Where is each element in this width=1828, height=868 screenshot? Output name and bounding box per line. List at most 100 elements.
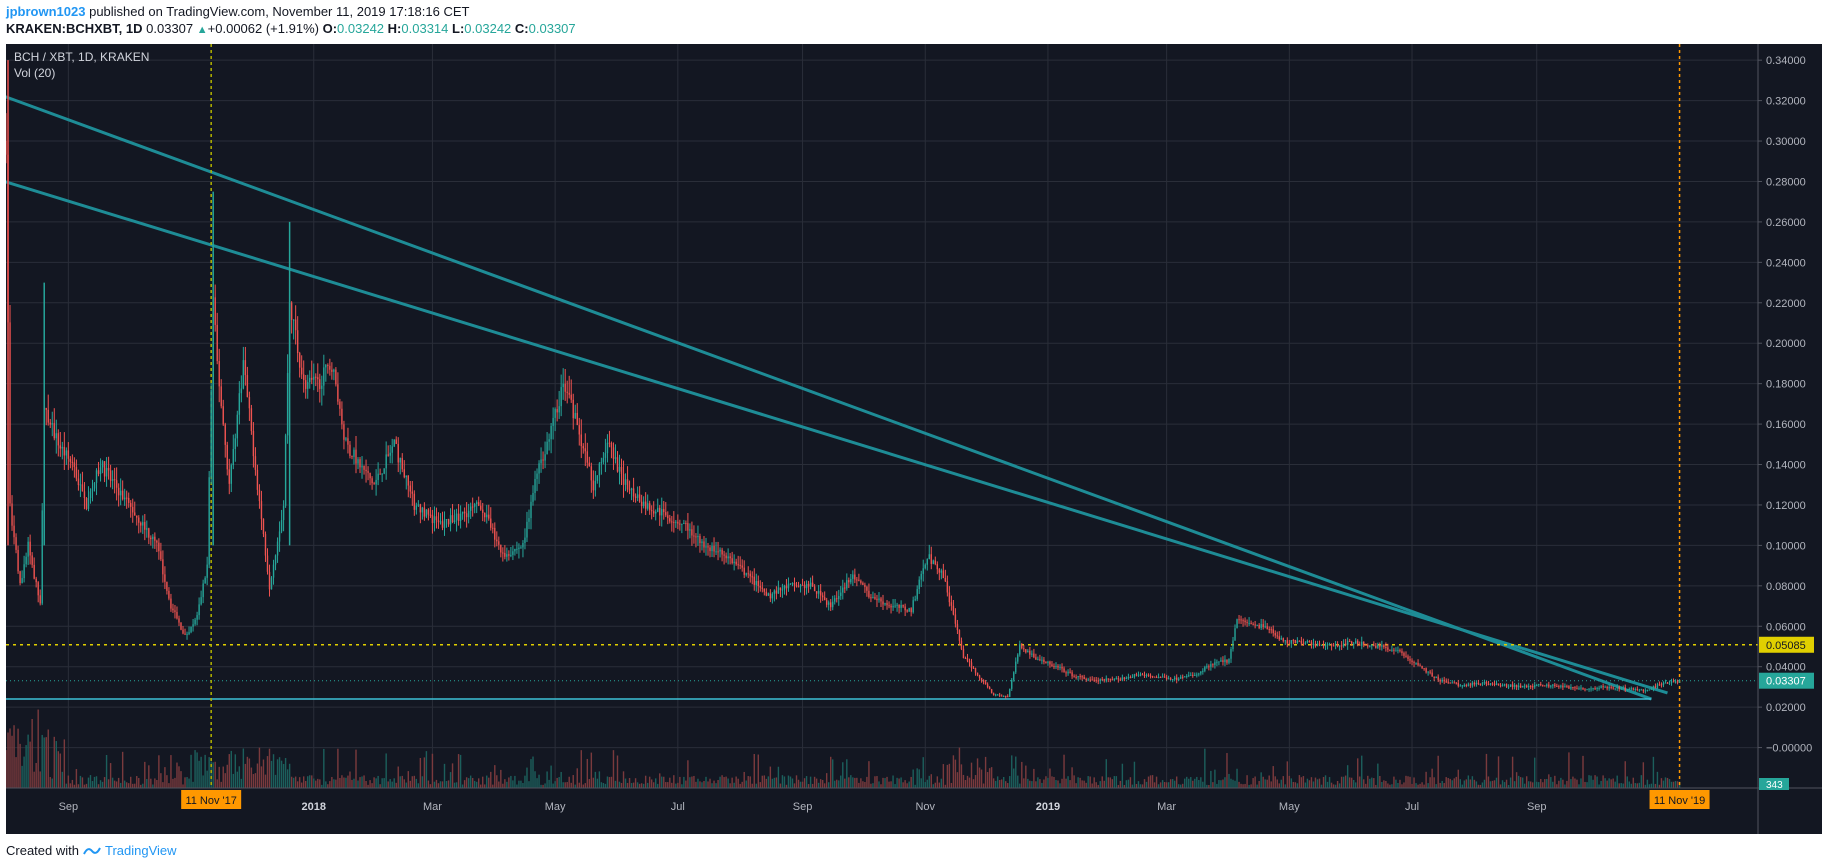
candle-body xyxy=(1129,677,1132,679)
candle-body xyxy=(1640,689,1643,691)
candle-body xyxy=(496,539,498,542)
volume-bar xyxy=(1238,781,1240,788)
candle-body xyxy=(1602,686,1604,688)
candle-body xyxy=(1077,676,1079,678)
volume-bar xyxy=(15,757,17,788)
candle-body xyxy=(262,518,265,535)
candle-body xyxy=(127,497,130,503)
candle-body xyxy=(1123,677,1126,679)
candle-body xyxy=(387,454,389,456)
price-tick-label: 0.26000 xyxy=(1766,217,1806,229)
volume-bar xyxy=(437,783,440,788)
volume-bar xyxy=(97,784,100,788)
tradingview-link[interactable]: TradingView xyxy=(104,843,177,858)
candle-body xyxy=(1475,682,1478,685)
candle-body xyxy=(1628,688,1630,690)
candle-body xyxy=(538,463,540,474)
volume-bar xyxy=(1447,778,1449,788)
candle-body xyxy=(1646,690,1649,692)
volume-bar xyxy=(1336,780,1339,788)
candle-body xyxy=(598,463,601,476)
candle-body xyxy=(125,497,128,499)
volume-bar xyxy=(391,781,393,788)
time-axis[interactable]: Sep 2018 Mar May Jul Sep Nov 2019 Mar May Jul Sep11… xyxy=(59,790,1710,813)
candle-body xyxy=(238,393,241,415)
volume-bar xyxy=(1254,776,1256,788)
volume-bar xyxy=(311,775,313,788)
volume-bar xyxy=(186,777,188,788)
volume-bar xyxy=(1087,776,1089,788)
candle-body xyxy=(540,459,542,464)
candle-body xyxy=(389,452,391,456)
volume-bar xyxy=(594,771,597,788)
candle-body xyxy=(431,514,434,524)
candle-body xyxy=(246,375,249,398)
volume-bar xyxy=(1542,782,1544,788)
volume-bar xyxy=(1572,776,1574,788)
price-chart[interactable]: −0.000000.020000.040000.060000.080000.10… xyxy=(0,44,1822,834)
candle-body xyxy=(1385,647,1387,649)
volume-bar xyxy=(793,783,796,788)
volume-bar xyxy=(912,769,914,788)
candle-body xyxy=(469,506,472,511)
time-tick-label: Jul xyxy=(1405,801,1419,813)
price-tick-label: 0.08000 xyxy=(1766,581,1806,593)
candle-body xyxy=(27,541,29,557)
candle-body xyxy=(409,485,412,492)
candle-body xyxy=(1119,679,1122,681)
candle-body xyxy=(1632,688,1634,690)
candle-body xyxy=(1556,686,1558,688)
volume-bar xyxy=(1505,779,1508,788)
candle-body xyxy=(73,462,76,468)
author-link[interactable]: jpbrown1023 xyxy=(6,4,86,19)
price-axis[interactable]: −0.000000.020000.040000.060000.080000.10… xyxy=(1758,55,1814,791)
publish-info: published on TradingView.com, November 1… xyxy=(89,4,470,19)
candle-body xyxy=(606,442,609,454)
volume-bar xyxy=(787,775,790,788)
candle-body xyxy=(630,488,633,491)
volume-bar xyxy=(574,784,576,788)
volume-bar xyxy=(562,782,564,788)
price-tick-label: 0.22000 xyxy=(1766,298,1806,310)
candle-body xyxy=(717,551,719,553)
candle-body xyxy=(830,602,832,608)
volume-bar xyxy=(292,777,295,788)
candle-body xyxy=(148,528,150,538)
volume-bar xyxy=(59,753,62,788)
candle-body xyxy=(119,490,122,496)
candle-body xyxy=(276,541,279,556)
volume-bar xyxy=(1175,776,1178,788)
candle-body xyxy=(204,577,206,584)
volume-bar xyxy=(266,756,269,788)
volume-bar xyxy=(1614,781,1616,788)
volume-bar xyxy=(339,777,341,788)
candle-body xyxy=(1147,674,1150,676)
volume-bar xyxy=(703,780,705,788)
candle-body xyxy=(379,473,381,475)
candle-body xyxy=(1630,688,1632,690)
chart-area[interactable]: −0.00000 0.02000 0.04000 0.06000 0.08000 0.10… xyxy=(0,44,1822,834)
candle-body xyxy=(1576,688,1578,690)
volume-bar xyxy=(807,784,810,788)
volume-bar xyxy=(484,784,486,788)
volume-bar xyxy=(846,759,848,788)
volume-bar xyxy=(278,757,281,788)
candle-body xyxy=(417,504,420,506)
volume-bar xyxy=(1461,784,1464,788)
volume-bar xyxy=(922,757,924,788)
candle-body xyxy=(679,523,681,525)
volume-bar xyxy=(821,779,824,788)
candle-body xyxy=(1161,676,1164,678)
candle-body xyxy=(1258,624,1260,628)
volume-bar xyxy=(532,756,534,788)
volume-bar xyxy=(624,778,627,788)
candle-body xyxy=(65,450,68,456)
candle-body xyxy=(1439,679,1441,682)
candle-body xyxy=(1600,686,1602,688)
candle-body xyxy=(373,483,375,485)
volume-bar xyxy=(405,782,407,788)
candle-body xyxy=(978,675,981,678)
volume-bar xyxy=(91,781,94,788)
date-marker-label: 11 Nov '17 xyxy=(185,795,236,807)
candle-body xyxy=(1326,644,1329,646)
